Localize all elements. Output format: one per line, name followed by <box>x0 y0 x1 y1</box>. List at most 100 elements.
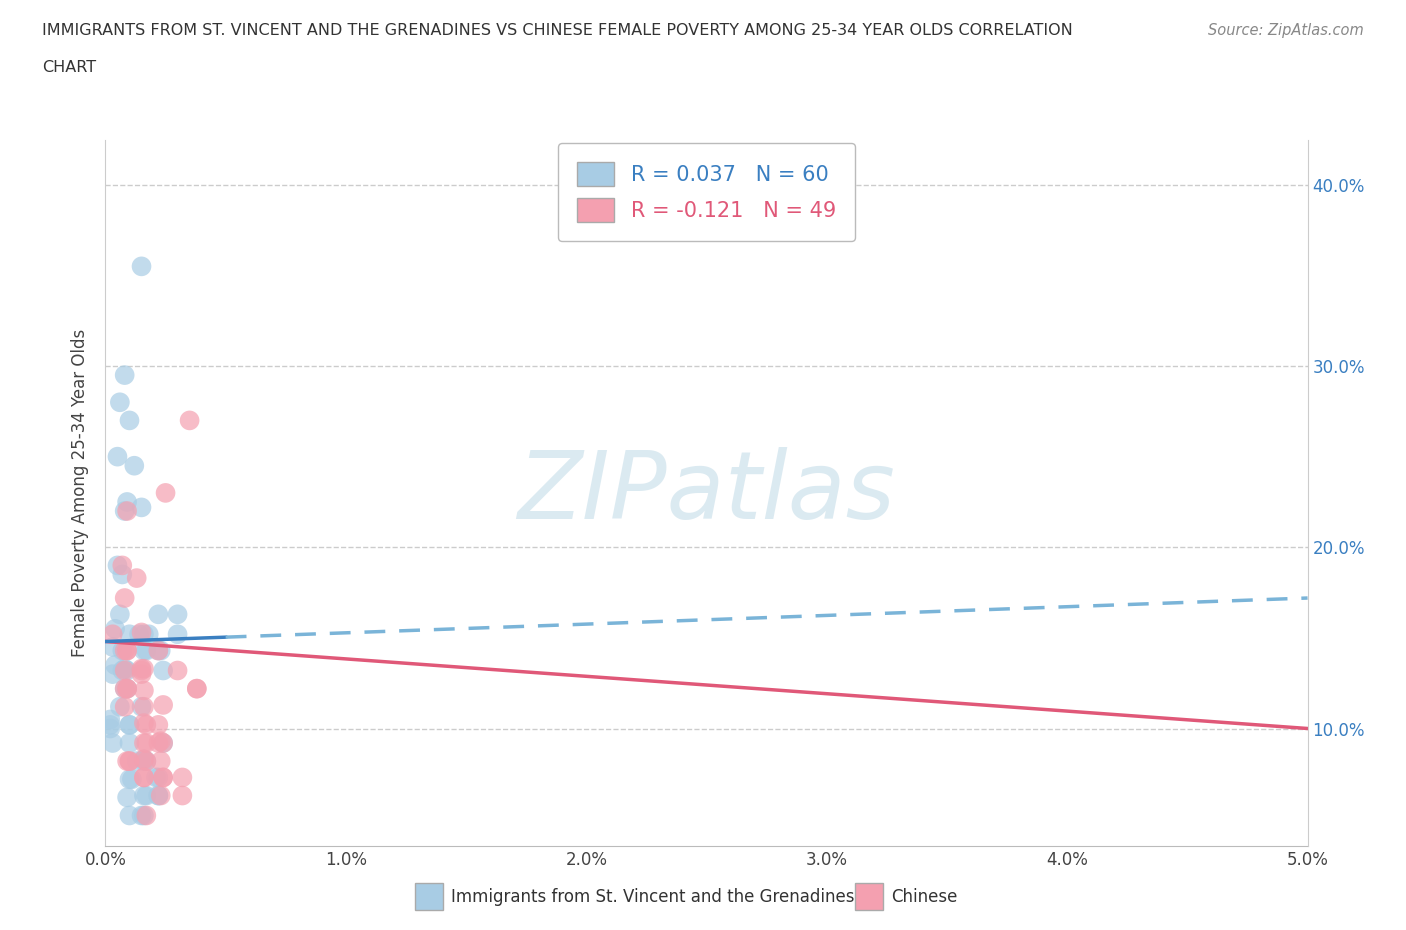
Y-axis label: Female Poverty Among 25-34 Year Olds: Female Poverty Among 25-34 Year Olds <box>72 329 90 657</box>
Point <box>101 627 124 642</box>
Point <box>132 788 155 803</box>
Point <box>114 367 136 382</box>
Point <box>135 808 157 823</box>
Point <box>148 788 170 803</box>
Point <box>131 625 153 640</box>
Point <box>149 644 172 658</box>
Text: Chinese: Chinese <box>891 888 957 907</box>
Point <box>152 736 174 751</box>
Point <box>186 681 208 696</box>
Text: Immigrants from St. Vincent and the Grenadines: Immigrants from St. Vincent and the Gren… <box>451 888 855 907</box>
Point <box>125 571 148 586</box>
Point <box>101 736 124 751</box>
Point <box>135 644 157 658</box>
Point <box>104 621 127 636</box>
Point <box>124 458 146 473</box>
Point <box>152 698 174 712</box>
Point <box>114 663 136 678</box>
Point <box>152 770 174 785</box>
Point <box>118 736 141 751</box>
Point <box>115 644 138 658</box>
Point <box>114 591 136 605</box>
Point <box>149 734 172 749</box>
Point <box>118 717 141 732</box>
Point <box>111 558 134 573</box>
Point <box>135 717 157 732</box>
Point <box>114 699 136 714</box>
Point <box>115 790 138 804</box>
Point <box>132 661 155 676</box>
Point <box>118 753 141 768</box>
Point <box>148 736 170 751</box>
Point <box>148 770 170 785</box>
Point <box>131 808 153 823</box>
Point <box>166 663 188 678</box>
Point <box>118 627 141 642</box>
Text: IMMIGRANTS FROM ST. VINCENT AND THE GRENADINES VS CHINESE FEMALE POVERTY AMONG 2: IMMIGRANTS FROM ST. VINCENT AND THE GREN… <box>42 23 1073 38</box>
Point <box>118 717 141 732</box>
Point <box>118 413 141 428</box>
Legend: R = 0.037   N = 60, R = -0.121   N = 49: R = 0.037 N = 60, R = -0.121 N = 49 <box>558 143 855 241</box>
Point <box>114 681 136 696</box>
Point <box>125 753 148 768</box>
Point <box>111 644 134 658</box>
Point <box>149 753 172 768</box>
Point <box>115 503 138 518</box>
Point <box>101 640 124 655</box>
Point <box>114 644 136 658</box>
Point <box>148 644 170 658</box>
Point <box>132 683 155 698</box>
Point <box>131 661 153 676</box>
Point <box>166 627 188 642</box>
Point <box>104 658 127 672</box>
Point <box>131 259 153 273</box>
Point <box>132 627 155 642</box>
Point <box>115 681 138 696</box>
Point <box>108 607 131 622</box>
Point <box>166 607 188 622</box>
Point <box>132 770 155 785</box>
Point <box>145 770 167 785</box>
Point <box>115 644 138 658</box>
Point <box>132 808 155 823</box>
Point <box>131 500 153 515</box>
Point <box>121 772 143 787</box>
Point <box>148 644 170 658</box>
Point <box>118 753 141 768</box>
Point <box>152 663 174 678</box>
Point <box>135 788 157 803</box>
Point <box>131 667 153 682</box>
Point <box>115 753 138 768</box>
Point <box>135 736 157 751</box>
Point <box>179 413 201 428</box>
Point <box>132 770 155 785</box>
Point <box>108 699 131 714</box>
Point <box>148 717 170 732</box>
Point <box>98 717 121 732</box>
Point <box>131 699 153 714</box>
Point <box>135 753 157 768</box>
Point <box>148 788 170 803</box>
Text: Source: ZipAtlas.com: Source: ZipAtlas.com <box>1208 23 1364 38</box>
Point <box>132 715 155 730</box>
Point <box>131 663 153 678</box>
Point <box>107 449 129 464</box>
Point <box>118 772 141 787</box>
Point <box>101 667 124 682</box>
Point <box>149 788 172 803</box>
Point <box>114 681 136 696</box>
Point <box>98 721 121 736</box>
Point <box>115 495 138 510</box>
Point <box>132 699 155 714</box>
Point <box>152 770 174 785</box>
Point <box>132 644 155 658</box>
Point <box>132 751 155 766</box>
Point <box>108 395 131 410</box>
Point <box>148 607 170 622</box>
Point <box>107 558 129 573</box>
Point <box>115 681 138 696</box>
Point <box>132 751 155 766</box>
Point <box>172 788 194 803</box>
Point <box>115 663 138 678</box>
Point <box>111 663 134 678</box>
